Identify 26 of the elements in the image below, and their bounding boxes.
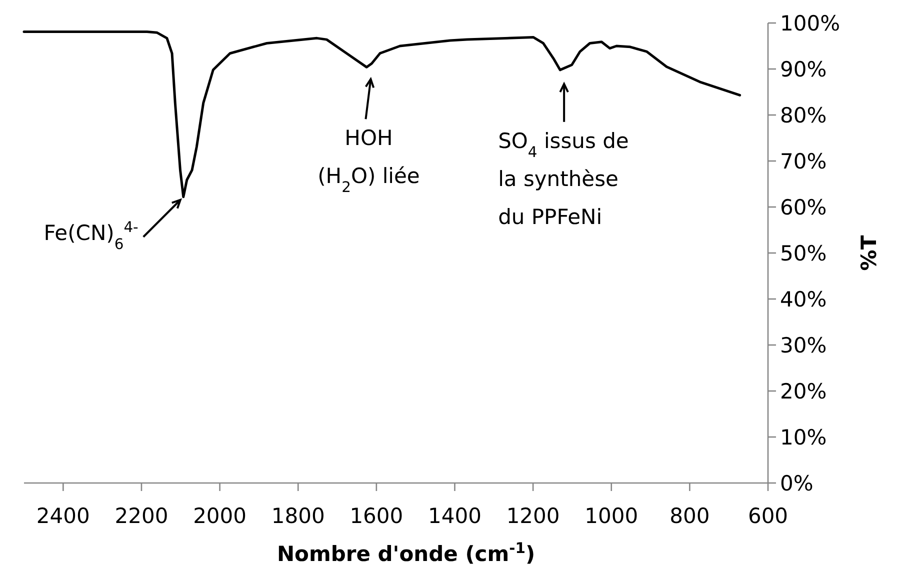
annotation: SO$_{4}$ issus de la synthèse du PPFeNi — [498, 128, 629, 229]
x-tick-label: 2000 — [193, 504, 247, 528]
y-tick-label: 50% — [780, 241, 827, 266]
x-tick-label: 1200 — [506, 504, 560, 528]
x-tick-label: 1000 — [584, 504, 638, 528]
line-series — [22, 30, 742, 198]
y-tick-label: 90% — [780, 57, 827, 82]
y-tick-label: 20% — [780, 379, 827, 404]
x-tick-label: 2200 — [114, 504, 168, 528]
y-tick-label: 100% — [780, 11, 840, 36]
y-tick-label: 30% — [780, 333, 827, 358]
y-tick-label: 70% — [780, 149, 827, 174]
x-tick-label: 600 — [748, 504, 788, 528]
y-tick-label: 0% — [780, 471, 814, 496]
y-tick-label: 40% — [780, 287, 827, 312]
x-tick-label: 800 — [670, 504, 710, 528]
y-tick-label: 80% — [780, 103, 827, 128]
x-axis-title: Nombre d'onde (cm$^{-1}$) — [276, 540, 536, 566]
x-tick-label: 1800 — [271, 504, 325, 528]
y-tick-label: 10% — [780, 425, 827, 450]
x-tick-label: 2400 — [36, 504, 90, 528]
x-tick-label: 1400 — [428, 504, 482, 528]
y-axis-title: %T — [857, 234, 881, 271]
x-tick-label: 1600 — [350, 504, 404, 528]
y-tick-label: 60% — [780, 195, 827, 220]
annotation: HOH (H$_{2}$O) liée — [318, 126, 420, 196]
